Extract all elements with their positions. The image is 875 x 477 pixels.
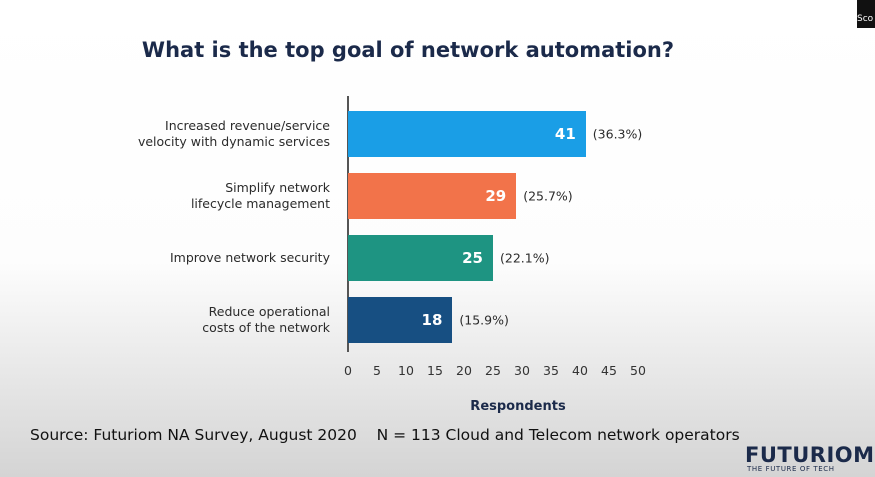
x-tick-label: 20 — [456, 363, 472, 378]
x-tick-label: 10 — [398, 363, 414, 378]
bar-share-label: (36.3%) — [592, 126, 643, 142]
participant-tag: Sco — [857, 0, 875, 28]
x-tick-label: 50 — [630, 363, 646, 378]
bar-share-label: (15.9%) — [459, 312, 509, 328]
x-tick-label: 30 — [514, 363, 530, 378]
chart-title: What is the top goal of network automati… — [141, 38, 675, 62]
y-tick-label: Simplify network lifecycle management — [190, 180, 330, 211]
x-tick-label: 35 — [543, 363, 559, 378]
x-tick-label: 5 — [373, 363, 381, 378]
logo-tagline: THE FUTURE OF TECH — [747, 465, 835, 473]
y-axis-line — [347, 96, 349, 352]
bar-value-label: 41 — [554, 125, 576, 143]
bar-value-label: 25 — [462, 249, 483, 267]
logo: FUTURIOM — [745, 443, 875, 467]
x-axis-label: Respondents — [470, 399, 566, 414]
bar — [348, 235, 493, 281]
source-note: Source: Futuriom NA Survey, August 2020 … — [30, 426, 740, 444]
x-tick-label: 45 — [601, 363, 617, 378]
bar-share-label: (22.1%) — [500, 250, 550, 266]
bar-value-label: 18 — [421, 311, 443, 329]
x-tick-label: 25 — [485, 363, 501, 378]
bar — [348, 111, 586, 157]
bar — [348, 173, 517, 219]
y-tick-label: Improve network security — [169, 250, 330, 265]
bar — [348, 297, 453, 343]
bar-share-label: (25.7%) — [523, 188, 573, 204]
x-tick-label: 0 — [344, 363, 352, 378]
y-tick-label: Increased revenue/service velocity with … — [137, 118, 330, 149]
y-tick-label: Reduce operational costs of the network — [202, 304, 330, 335]
bar-value-label: 29 — [485, 187, 507, 205]
x-tick-label: 15 — [427, 363, 443, 378]
x-tick-label: 40 — [572, 363, 588, 378]
